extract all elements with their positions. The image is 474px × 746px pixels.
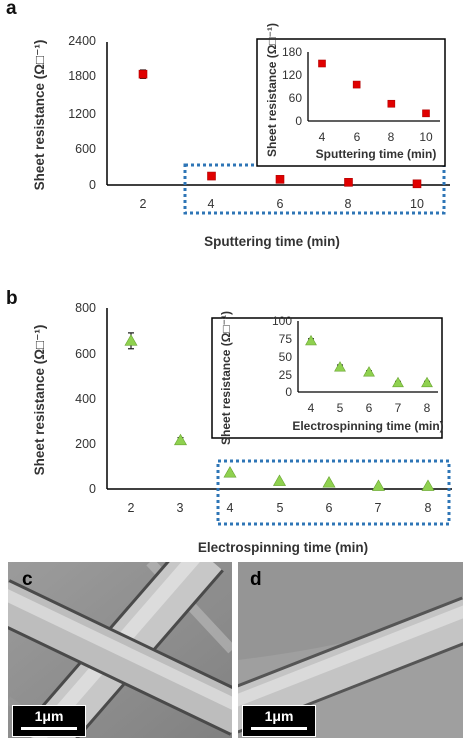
chart-b-point xyxy=(124,334,138,346)
chart-b-inset-xtick: 5 xyxy=(337,401,344,415)
chart-a-inset-xtick: 4 xyxy=(319,130,326,144)
scalebar-c-label: 1μm xyxy=(34,708,64,724)
chart-a: 0 600 1200 1800 2400 2 4 6 8 10 Sputteri… xyxy=(32,34,450,249)
chart-a-inset-point xyxy=(387,99,396,108)
chart-a-inset-ytick: 0 xyxy=(295,114,302,128)
chart-b-point xyxy=(371,479,386,491)
chart-b-ytick: 800 xyxy=(75,301,96,315)
chart-b: 0 200 400 600 800 2 3 4 5 6 7 8 Electros… xyxy=(32,301,452,555)
chart-b-ylabel: Sheet resistance (Ω□⁻¹) xyxy=(32,325,47,476)
scalebar-d-bar xyxy=(251,727,307,730)
panel-label-d: d xyxy=(250,569,262,590)
chart-a-inset-ytick: 120 xyxy=(282,68,302,82)
chart-b-inset: 0 25 50 75 100 4 5 6 7 8 Electrospinning… xyxy=(211,311,444,445)
chart-b-inset-point xyxy=(363,366,375,377)
chart-b-xtick: 8 xyxy=(425,501,432,515)
chart-a-inset-ytick: 180 xyxy=(282,45,302,59)
chart-b-ytick: 200 xyxy=(75,437,96,451)
chart-b-inset-xtick: 6 xyxy=(366,401,373,415)
chart-a-ytick: 2400 xyxy=(68,34,96,48)
chart-b-inset-point xyxy=(392,376,404,388)
chart-b-inset-xtick: 8 xyxy=(424,401,431,415)
chart-a-point xyxy=(207,171,216,181)
chart-b-inset-ytick: 0 xyxy=(285,385,292,399)
chart-b-inset-ytick: 50 xyxy=(279,350,293,364)
chart-b-point xyxy=(173,433,188,446)
chart-a-xtick: 10 xyxy=(410,197,424,211)
chart-a-point xyxy=(412,179,422,189)
chart-a-inset-point xyxy=(422,109,430,118)
chart-b-xtick: 2 xyxy=(128,501,135,515)
chart-b-point xyxy=(421,479,435,491)
chart-b-point xyxy=(223,466,237,478)
chart-a-xtick: 2 xyxy=(140,197,147,211)
chart-a-ylabel: Sheet resistance (Ω□⁻¹) xyxy=(32,40,47,191)
scalebar-d-label: 1μm xyxy=(264,708,294,724)
panel-label-b: b xyxy=(6,288,18,309)
chart-b-inset-ytick: 25 xyxy=(279,368,293,382)
panel-label-a: a xyxy=(6,0,17,19)
scalebar-d: 1μm xyxy=(242,705,316,737)
chart-b-xtick: 5 xyxy=(277,501,284,515)
chart-b-inset-point xyxy=(421,376,433,388)
panel-label-c: c xyxy=(22,569,33,590)
chart-a-ytick: 1800 xyxy=(68,69,96,83)
chart-a-xtick: 8 xyxy=(345,197,352,211)
chart-a-inset-point xyxy=(352,80,361,89)
chart-b-xlabel: Electrospinning time (min) xyxy=(198,540,368,555)
chart-b-xtick: 6 xyxy=(326,501,333,515)
chart-b-xtick: 7 xyxy=(375,501,382,515)
chart-a-inset-ytick: 60 xyxy=(289,91,303,105)
chart-a-xlabel: Sputtering time (min) xyxy=(204,234,340,249)
chart-b-inset-point xyxy=(305,334,317,346)
chart-b-inset-point xyxy=(334,361,346,372)
chart-a-inset-xlabel: Sputtering time (min) xyxy=(316,147,437,161)
chart-a-inset-xtick: 6 xyxy=(354,130,361,144)
chart-a-highlight-box xyxy=(183,163,446,215)
chart-b-xtick: 3 xyxy=(177,501,184,515)
chart-b-inset-ylabel: Sheet resistance (Ω□⁻¹) xyxy=(219,311,233,445)
chart-b-point xyxy=(272,474,287,486)
chart-a-inset-ylabel: Sheet resistance (Ω□⁻¹) xyxy=(265,23,279,157)
chart-a-xtick: 4 xyxy=(208,197,215,211)
chart-a-ytick: 0 xyxy=(89,178,96,192)
chart-a-inset-point xyxy=(318,59,326,68)
chart-a-xtick: 6 xyxy=(277,197,284,211)
chart-a-point xyxy=(275,175,285,184)
chart-a-ytick: 600 xyxy=(75,142,96,156)
chart-b-inset-frame xyxy=(211,317,443,439)
chart-a-inset-frame xyxy=(256,38,446,167)
chart-b-ytick: 400 xyxy=(75,392,96,406)
chart-a-point xyxy=(344,178,353,187)
chart-a-inset: 0 60 120 180 4 6 8 10 Sputtering time (m… xyxy=(256,23,446,167)
chart-b-xtick: 4 xyxy=(227,501,234,515)
chart-b-highlight-box xyxy=(216,459,451,526)
chart-a-inset-xtick: 10 xyxy=(419,130,433,144)
chart-a-inset-xtick: 8 xyxy=(388,130,395,144)
scalebar-c-bar xyxy=(21,727,77,730)
chart-b-inset-ytick: 75 xyxy=(279,332,293,346)
chart-a-point xyxy=(138,69,148,79)
chart-b-ytick: 600 xyxy=(75,347,96,361)
chart-b-point xyxy=(322,476,336,488)
chart-b-inset-xtick: 7 xyxy=(395,401,402,415)
scalebar-c: 1μm xyxy=(12,705,86,737)
chart-b-ytick: 0 xyxy=(89,482,96,496)
chart-b-inset-ytick: 100 xyxy=(272,314,292,328)
chart-b-inset-xtick: 4 xyxy=(308,401,315,415)
chart-a-ytick: 1200 xyxy=(68,107,96,121)
chart-b-inset-xlabel: Electrospinning time (min) xyxy=(292,419,443,433)
